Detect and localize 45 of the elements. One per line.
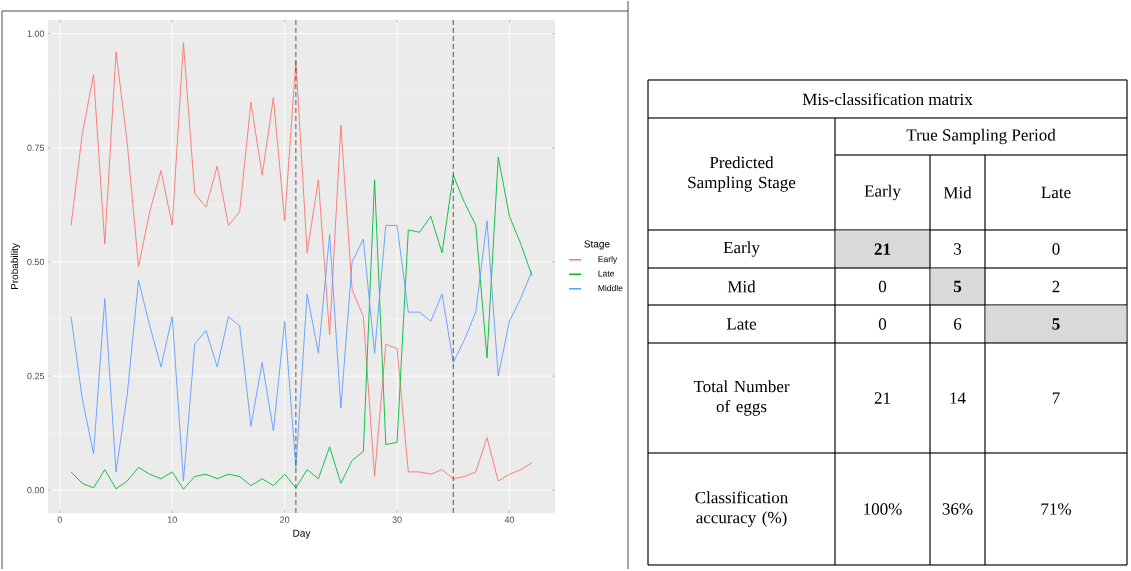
text: Early xyxy=(864,184,901,201)
legend-label: Late xyxy=(598,270,615,277)
text: Mid xyxy=(727,280,756,293)
text: 21 xyxy=(874,392,890,404)
text: Late xyxy=(726,318,757,330)
text: Mis-classification matrix xyxy=(802,92,973,106)
x-tick-label: 10 xyxy=(167,516,177,523)
text: True Sampling Period xyxy=(906,128,1056,145)
line-series xyxy=(70,220,533,482)
text: 3 xyxy=(954,243,962,255)
text: 71% xyxy=(1041,503,1072,515)
y-axis-title: Probability xyxy=(10,243,21,290)
text: Classification accuracy (%) xyxy=(695,491,789,527)
line-series xyxy=(70,156,533,490)
text: 2 xyxy=(1052,280,1060,293)
y-tick-label: 0.25 xyxy=(27,372,45,380)
y-tick-label: 1.00 xyxy=(27,30,45,37)
text: Total Number of eggs xyxy=(693,380,790,416)
text: 5 xyxy=(953,280,962,293)
text: 0 xyxy=(1052,243,1060,255)
text: 6 xyxy=(954,318,962,330)
y-tick-label: 0.00 xyxy=(27,486,45,494)
text: 0 xyxy=(878,280,887,293)
legend-title: Stage xyxy=(584,240,610,250)
text: Predicted Sampling Stage xyxy=(688,156,796,192)
line-series xyxy=(70,42,533,482)
y-tick-label: 0.75 xyxy=(27,144,45,152)
text: Mid xyxy=(943,186,972,199)
text: 100% xyxy=(864,503,902,515)
y-tick-label: 0.50 xyxy=(27,258,45,266)
text: Late xyxy=(1041,186,1071,199)
legend-label: Middle xyxy=(598,284,623,292)
text: 21 xyxy=(874,243,891,255)
text: 14 xyxy=(950,392,966,404)
x-tick-label: 20 xyxy=(280,516,290,523)
text: 5 xyxy=(1052,318,1060,330)
legend-label: Early xyxy=(598,255,618,264)
x-tick-label: 30 xyxy=(392,516,402,523)
text: 7 xyxy=(1052,392,1060,404)
text: Early xyxy=(723,241,760,257)
text: 0 xyxy=(878,318,887,330)
x-tick-label: 0 xyxy=(57,516,62,523)
x-tick-label: 40 xyxy=(504,516,515,523)
x-axis-title: Day xyxy=(293,529,311,539)
text: 36% xyxy=(942,503,973,515)
